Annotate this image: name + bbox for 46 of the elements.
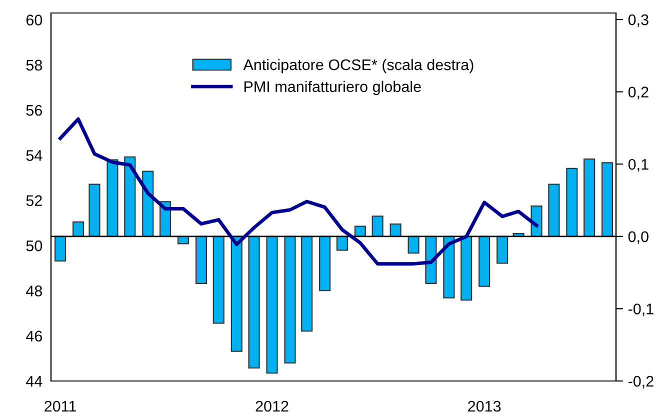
- bar: [408, 236, 420, 254]
- y-tick-label: 60: [26, 14, 42, 26]
- bar: [88, 184, 100, 237]
- bar: [212, 236, 224, 324]
- bar: [284, 236, 296, 364]
- line-series: [58, 117, 538, 266]
- x-tick-label: 2011: [44, 400, 76, 412]
- legend-label: Anticipatore OCSE* (scala destra): [243, 58, 474, 74]
- y2-tick-label: -0,1: [628, 304, 654, 316]
- bar: [602, 162, 614, 237]
- y-tick-label: 50: [26, 240, 42, 252]
- bar: [548, 184, 560, 237]
- bar: [443, 236, 455, 298]
- y-tick-label: 46: [26, 330, 42, 342]
- bar: [124, 156, 136, 237]
- bar: [566, 168, 578, 237]
- bar: [54, 236, 66, 262]
- y2-tick-label: 0,3: [628, 14, 648, 27]
- bar: [460, 236, 472, 301]
- bar: [230, 236, 242, 352]
- y-tick-label: 44: [26, 376, 42, 387]
- bar: [390, 224, 402, 237]
- bar: [372, 216, 384, 237]
- bar: [336, 236, 348, 251]
- y-tick-label: 56: [26, 104, 42, 116]
- y2-tick-label: -0,2: [628, 376, 654, 388]
- bar: [72, 221, 84, 237]
- bar: [496, 236, 508, 264]
- y-tick-label: 52: [26, 195, 42, 206]
- bar: [319, 236, 331, 292]
- bar: [584, 158, 596, 237]
- bar: [195, 236, 208, 284]
- y2-tick-label: 0,1: [628, 158, 648, 172]
- y2-tick-label: 0,0: [628, 231, 648, 244]
- bar: [248, 236, 260, 369]
- y2-tick-label: 0,2: [628, 86, 648, 100]
- bar: [478, 236, 490, 287]
- y-tick-label: 58: [26, 60, 42, 71]
- bar: [301, 236, 313, 332]
- bar: [106, 159, 118, 237]
- legend-label: PMI manifatturiero globale: [244, 80, 421, 96]
- x-tick-label: 2012: [256, 400, 288, 412]
- x-tick-label: 2013: [468, 400, 501, 412]
- y-tick-label: 48: [26, 286, 42, 296]
- y-tick-label: 54: [26, 150, 42, 161]
- bar: [266, 236, 278, 374]
